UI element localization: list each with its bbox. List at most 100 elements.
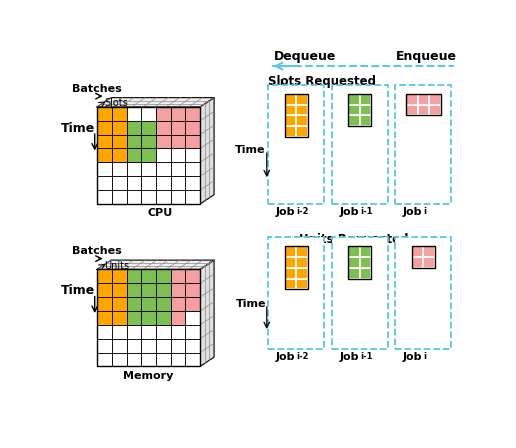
Bar: [296, 116, 308, 126]
Bar: [156, 283, 171, 297]
Bar: [360, 116, 372, 126]
Bar: [171, 311, 185, 325]
Bar: [156, 148, 171, 162]
Bar: [185, 325, 200, 339]
Bar: [141, 353, 156, 366]
Bar: [171, 297, 185, 311]
Bar: [126, 148, 141, 162]
Bar: [112, 297, 126, 311]
Bar: [406, 94, 417, 104]
Bar: [268, 237, 324, 349]
Bar: [285, 104, 296, 116]
Bar: [185, 121, 200, 134]
Bar: [97, 148, 112, 162]
Text: CPU: CPU: [148, 208, 173, 218]
Bar: [126, 339, 141, 353]
Bar: [360, 257, 372, 268]
Bar: [360, 104, 372, 116]
Bar: [126, 311, 141, 325]
Bar: [185, 162, 200, 176]
Bar: [112, 148, 126, 162]
Bar: [171, 107, 185, 121]
Bar: [423, 246, 435, 257]
Bar: [112, 339, 126, 353]
Polygon shape: [97, 260, 214, 269]
Bar: [285, 126, 296, 137]
Bar: [185, 134, 200, 148]
Text: Time: Time: [235, 145, 265, 155]
Bar: [348, 116, 360, 126]
Polygon shape: [97, 98, 214, 107]
Bar: [285, 94, 308, 137]
Bar: [171, 162, 185, 176]
Bar: [332, 85, 388, 204]
Bar: [97, 121, 112, 134]
Bar: [395, 85, 451, 204]
Bar: [185, 176, 200, 190]
Bar: [296, 279, 308, 289]
Bar: [97, 283, 112, 297]
Bar: [171, 121, 185, 134]
Bar: [141, 283, 156, 297]
Text: Slots Requested: Slots Requested: [268, 75, 376, 88]
Bar: [348, 94, 372, 126]
Text: i-2: i-2: [296, 207, 309, 216]
Bar: [141, 148, 156, 162]
Text: Time: Time: [236, 299, 267, 309]
Bar: [141, 325, 156, 339]
Bar: [348, 94, 360, 104]
Bar: [296, 257, 308, 268]
Text: Job: Job: [340, 352, 359, 362]
Bar: [156, 325, 171, 339]
Bar: [97, 134, 112, 148]
Bar: [285, 268, 296, 279]
Bar: [348, 246, 372, 279]
Bar: [332, 237, 388, 349]
Bar: [97, 269, 112, 283]
Bar: [97, 325, 112, 339]
Bar: [296, 268, 308, 279]
Bar: [112, 325, 126, 339]
Bar: [97, 311, 112, 325]
Bar: [185, 269, 200, 283]
Bar: [185, 339, 200, 353]
Bar: [406, 104, 417, 116]
Bar: [429, 104, 441, 116]
Bar: [423, 257, 435, 268]
Bar: [141, 176, 156, 190]
Text: Job: Job: [276, 352, 296, 362]
Bar: [412, 257, 423, 268]
Bar: [141, 107, 156, 121]
Bar: [360, 246, 372, 257]
Text: Batches: Batches: [72, 84, 122, 94]
Bar: [171, 283, 185, 297]
Text: i-1: i-1: [360, 207, 372, 216]
Bar: [141, 190, 156, 204]
Bar: [112, 190, 126, 204]
Bar: [285, 246, 308, 289]
Bar: [156, 311, 171, 325]
Text: Time: Time: [60, 122, 95, 135]
Text: Batches: Batches: [72, 246, 122, 256]
Text: Units Requested: Units Requested: [299, 233, 409, 246]
Bar: [185, 190, 200, 204]
Bar: [348, 268, 360, 279]
Bar: [296, 126, 308, 137]
Bar: [156, 190, 171, 204]
Text: i-1: i-1: [360, 352, 372, 361]
Bar: [141, 311, 156, 325]
Bar: [126, 121, 141, 134]
Bar: [126, 190, 141, 204]
Bar: [156, 353, 171, 366]
Bar: [185, 107, 200, 121]
Bar: [97, 353, 112, 366]
Bar: [417, 94, 429, 104]
Bar: [97, 107, 112, 121]
Bar: [126, 283, 141, 297]
Bar: [285, 246, 296, 257]
Bar: [296, 104, 308, 116]
Bar: [112, 134, 126, 148]
Bar: [97, 190, 112, 204]
Bar: [126, 325, 141, 339]
Bar: [156, 162, 171, 176]
